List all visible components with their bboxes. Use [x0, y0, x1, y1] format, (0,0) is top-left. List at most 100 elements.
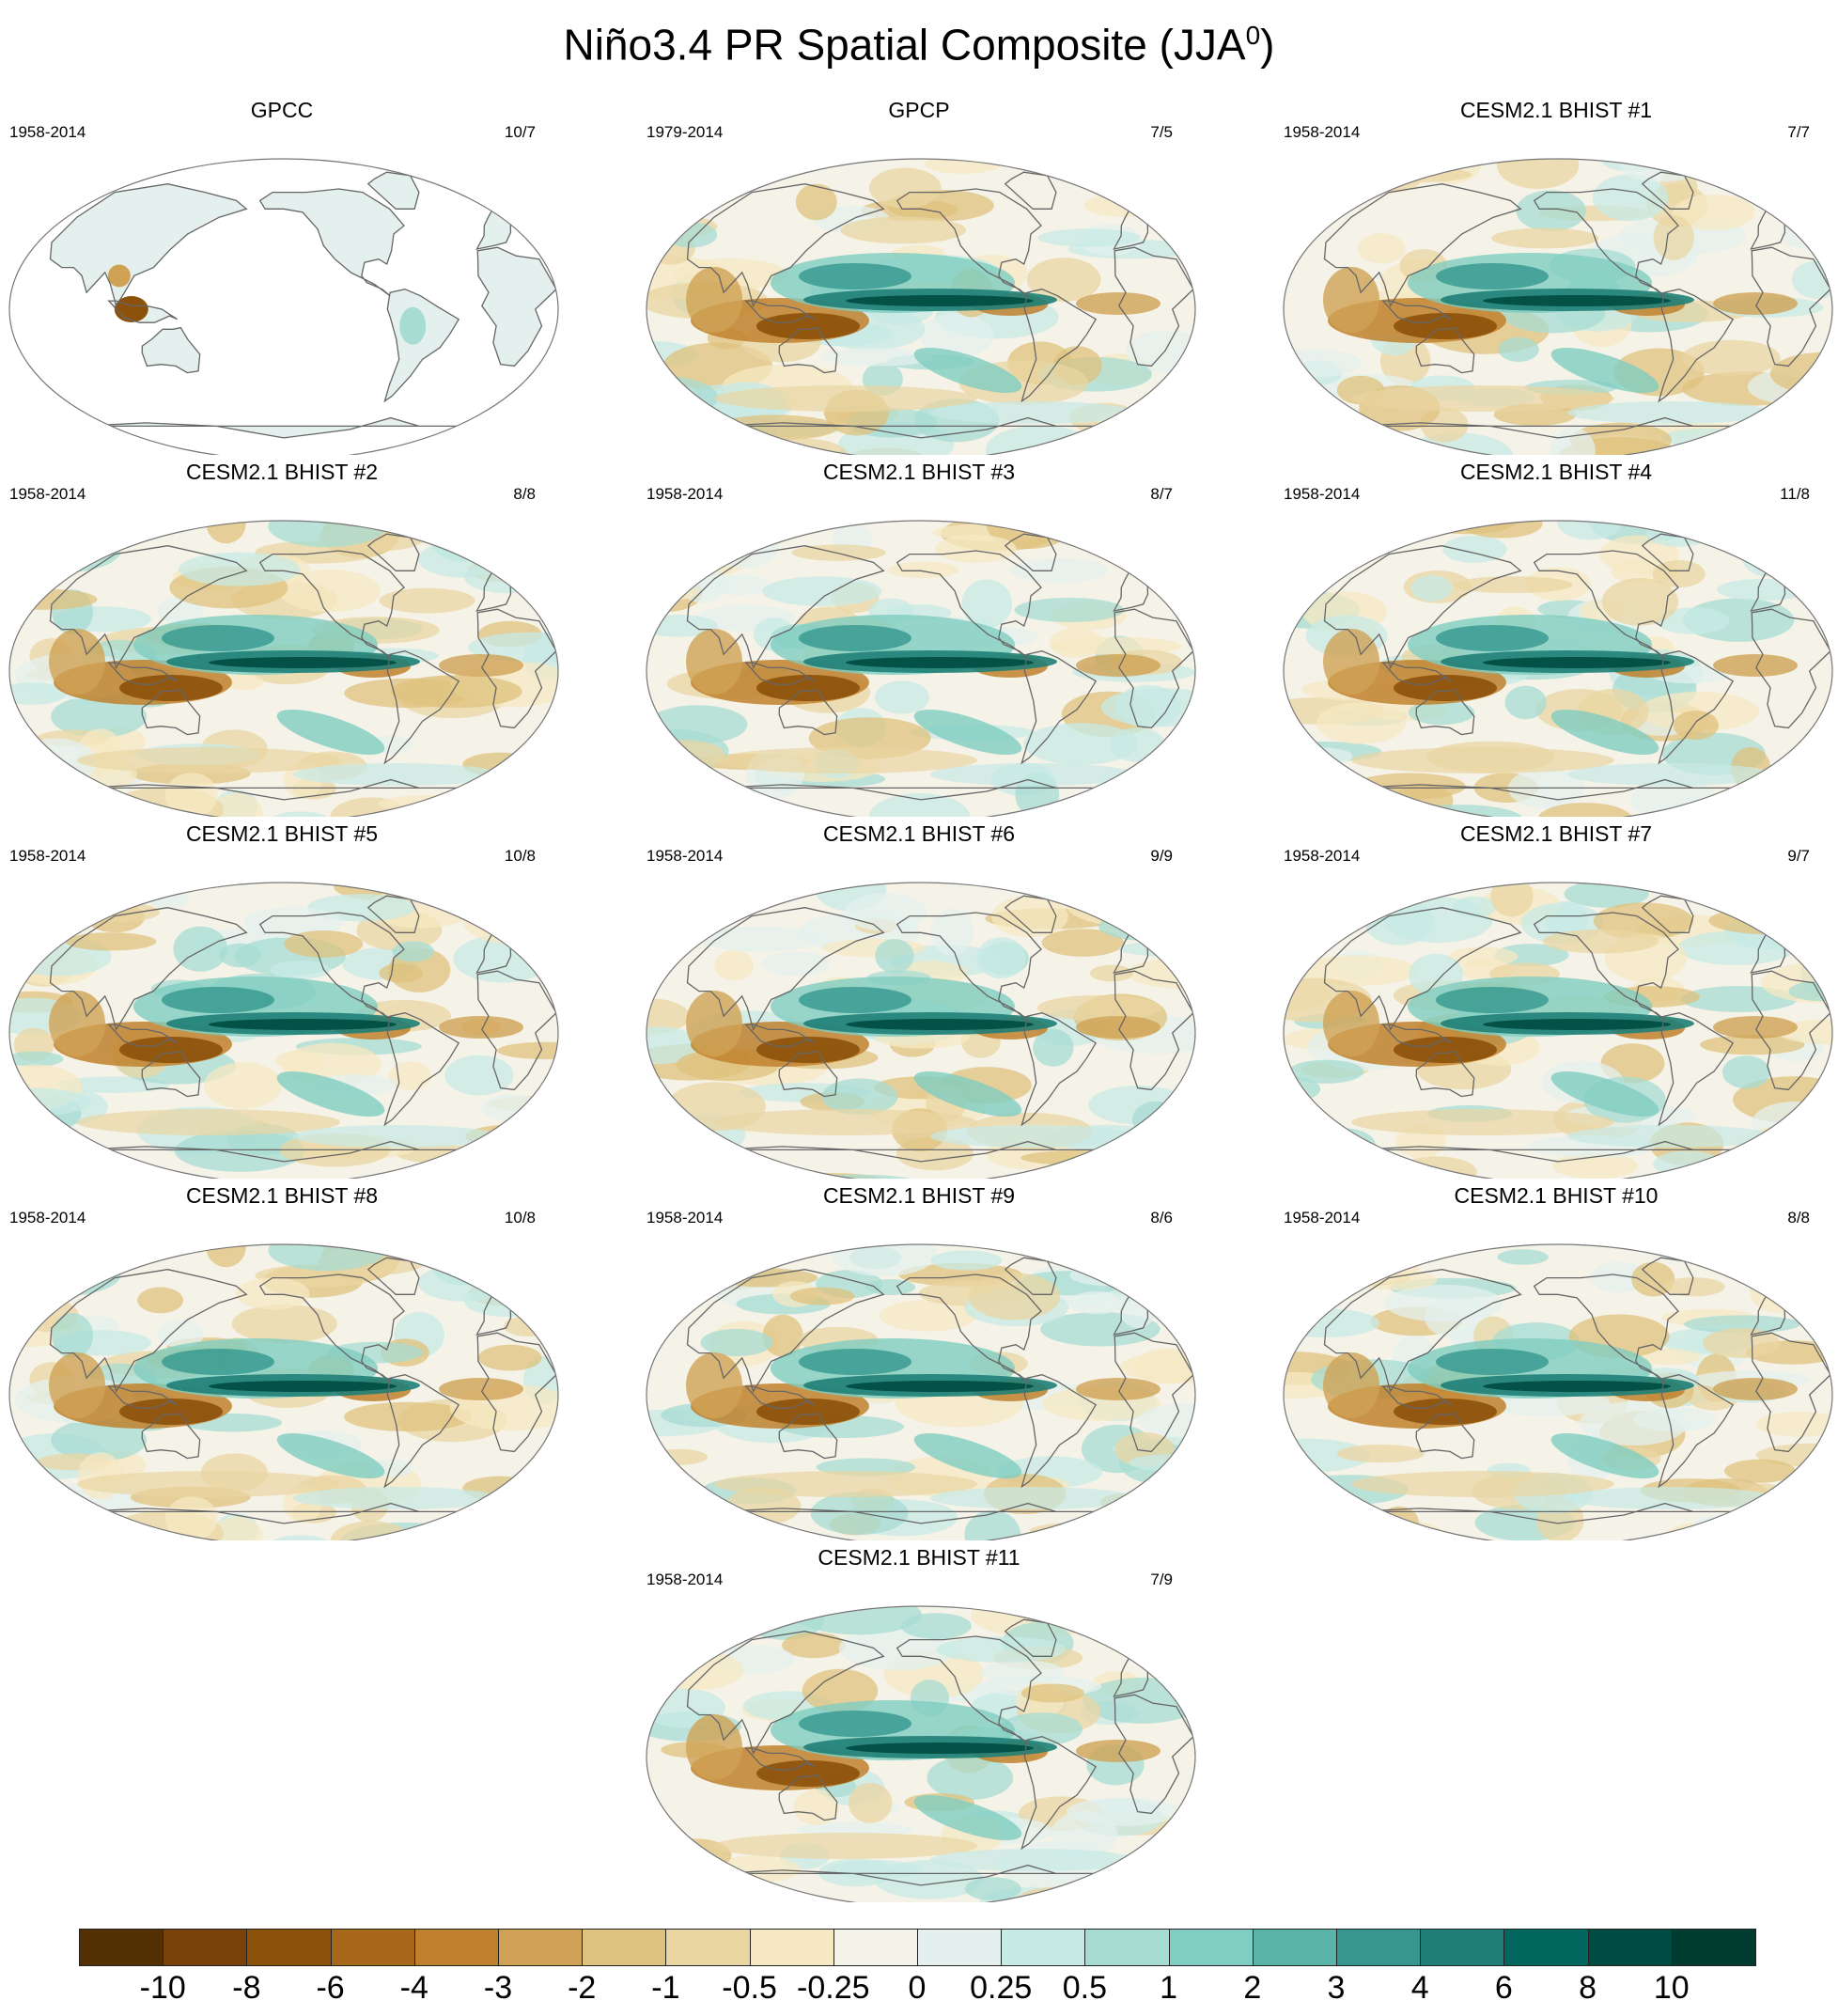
colorbar-swatch — [163, 1929, 248, 1966]
panel-title: CESM2.1 BHIST #8 — [185, 1183, 379, 1208]
colorbar-swatch — [413, 1929, 499, 1966]
map-panel: CESM2.1 BHIST #10 1958-2014 8/8 — [1274, 1183, 1838, 1540]
figure-title: Niño3.4 PR Spatial Composite (JJA0) — [563, 20, 1275, 70]
colorbar-labels: -10 -8 -6 -4 -3 -2 -1 -0.5 -0.25 0 0.25 0.5 1 2 3 4 6 8 10 — [0, 1970, 1838, 2013]
colorbar-tick-label: 3 — [1327, 1970, 1346, 2006]
panel-period: 1958-2014 — [1284, 123, 1361, 141]
panel-title: CESM2.1 BHIST #6 — [822, 821, 1016, 846]
robinson-map — [1283, 520, 1833, 817]
panel-event-count: 8/8 — [1787, 1209, 1810, 1227]
panel-period: 1958-2014 — [646, 847, 724, 865]
robinson-map — [8, 882, 559, 1179]
colorbar-tick-label: -4 — [399, 1970, 428, 2006]
map-panel: CESM2.1 BHIST #9 1958-2014 8/6 — [637, 1183, 1201, 1540]
colorbar-tick-label: -1 — [651, 1970, 680, 2006]
panel-event-count: 10/7 — [504, 123, 536, 141]
colorbar-swatch — [1252, 1929, 1337, 1966]
panel-title: CESM2.1 BHIST #3 — [822, 460, 1016, 484]
colorbar-tick-label: -0.5 — [722, 1970, 777, 2006]
colorbar-tick-label: -10 — [139, 1970, 186, 2006]
panel-event-count: 7/5 — [1150, 123, 1173, 141]
colorbar-tick-label: -6 — [316, 1970, 345, 2006]
panel-event-count: 10/8 — [504, 847, 536, 865]
colorbar-swatch — [1671, 1929, 1756, 1966]
colorbar-swatch — [1503, 1929, 1589, 1966]
map-panel: CESM2.1 BHIST #2 1958-2014 8/8 — [0, 460, 564, 817]
colorbar-tick-label: 1 — [1160, 1970, 1178, 2006]
panel-title: CESM2.1 BHIST #10 — [1454, 1183, 1659, 1208]
panel-event-count: 9/9 — [1150, 847, 1173, 865]
colorbar-tick-label: -0.25 — [797, 1970, 870, 2006]
map-panel: CESM2.1 BHIST #6 1958-2014 9/9 — [637, 821, 1201, 1179]
map-panel: GPCP 1979-2014 7/5 — [637, 98, 1201, 455]
robinson-map — [8, 158, 559, 455]
panel-period: 1979-2014 — [646, 123, 724, 141]
panel-event-count: 8/6 — [1150, 1209, 1173, 1227]
panel-event-count: 7/7 — [1787, 123, 1810, 141]
colorbar-tick-label: 8 — [1579, 1970, 1597, 2006]
colorbar-tick-label: 0 — [908, 1970, 927, 2006]
robinson-map — [1283, 1243, 1833, 1540]
colorbar-tick-label: -2 — [568, 1970, 597, 2006]
robinson-map — [646, 520, 1196, 817]
colorbar-swatch — [582, 1929, 667, 1966]
colorbar-tick-label: -3 — [483, 1970, 513, 2006]
panel-period: 1958-2014 — [646, 1571, 724, 1588]
panel-period: 1958-2014 — [1284, 847, 1361, 865]
robinson-map — [646, 1243, 1196, 1540]
robinson-map — [1283, 882, 1833, 1179]
colorbar-tick-label: 10 — [1653, 1970, 1690, 2006]
colorbar-tick-label: -8 — [232, 1970, 261, 2006]
colorbar-swatch — [833, 1929, 918, 1966]
panel-period: 1958-2014 — [9, 123, 86, 141]
colorbar-swatch — [79, 1929, 164, 1966]
panel-period: 1958-2014 — [646, 485, 724, 503]
colorbar-swatch — [1084, 1929, 1170, 1966]
panel-title: CESM2.1 BHIST #2 — [185, 460, 379, 484]
panel-period: 1958-2014 — [646, 1209, 724, 1227]
colorbar-swatch — [1336, 1929, 1422, 1966]
colorbar-tick-label: 0.5 — [1062, 1970, 1108, 2006]
panel-event-count: 11/8 — [1780, 485, 1810, 503]
colorbar-swatch — [1420, 1929, 1505, 1966]
map-panel: CESM2.1 BHIST #11 1958-2014 7/9 — [637, 1545, 1201, 1902]
map-panel: CESM2.1 BHIST #4 1958-2014 11/8 — [1274, 460, 1838, 817]
panel-event-count: 7/9 — [1150, 1571, 1173, 1588]
panel-event-count: 8/7 — [1150, 485, 1173, 503]
panel-period: 1958-2014 — [1284, 1209, 1361, 1227]
map-panel: CESM2.1 BHIST #8 1958-2014 10/8 — [0, 1183, 564, 1540]
panel-period: 1958-2014 — [9, 1209, 86, 1227]
colorbar-tick-label: 0.25 — [970, 1970, 1033, 2006]
panel-title: CESM2.1 BHIST #9 — [822, 1183, 1016, 1208]
colorbar-tick-label: 6 — [1494, 1970, 1513, 2006]
panel-title: CESM2.1 BHIST #1 — [1459, 98, 1653, 122]
panel-event-count: 9/7 — [1787, 847, 1810, 865]
robinson-map — [646, 882, 1196, 1179]
colorbar-swatch — [246, 1929, 332, 1966]
colorbar-swatch — [498, 1929, 584, 1966]
panel-event-count: 10/8 — [504, 1209, 536, 1227]
colorbar-swatch — [665, 1929, 751, 1966]
robinson-map — [8, 520, 559, 817]
panel-event-count: 8/8 — [513, 485, 536, 503]
colorbar-swatch — [1587, 1929, 1673, 1966]
robinson-map — [8, 1243, 559, 1540]
colorbar-swatch — [1001, 1929, 1086, 1966]
panel-title: CESM2.1 BHIST #5 — [185, 821, 379, 846]
colorbar — [79, 1929, 1756, 1970]
panel-title: CESM2.1 BHIST #7 — [1459, 821, 1653, 846]
map-panel: CESM2.1 BHIST #5 1958-2014 10/8 — [0, 821, 564, 1179]
panel-title: GPCP — [888, 98, 950, 122]
colorbar-swatch — [1168, 1929, 1254, 1966]
colorbar-swatch — [330, 1929, 415, 1966]
colorbar-swatch — [749, 1929, 834, 1966]
robinson-map — [646, 1605, 1196, 1902]
panel-period: 1958-2014 — [9, 485, 86, 503]
map-panel: CESM2.1 BHIST #3 1958-2014 8/7 — [637, 460, 1201, 817]
colorbar-swatch — [917, 1929, 1003, 1966]
panel-title: CESM2.1 BHIST #4 — [1459, 460, 1653, 484]
colorbar-tick-label: 2 — [1243, 1970, 1262, 2006]
panel-title: GPCC — [250, 98, 314, 122]
panel-period: 1958-2014 — [1284, 485, 1361, 503]
